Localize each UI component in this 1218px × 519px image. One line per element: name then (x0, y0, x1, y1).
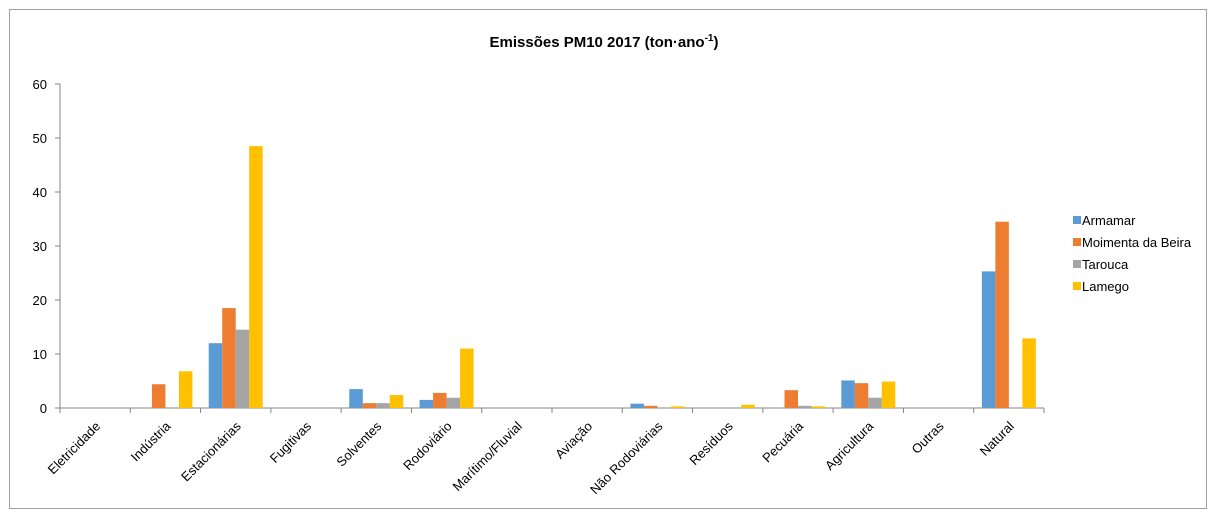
x-tick-label: Não Rodoviárias (587, 418, 666, 497)
bar (741, 404, 755, 408)
bar (222, 308, 236, 408)
bar (981, 271, 996, 408)
x-tick-label: Outras (908, 418, 947, 457)
bar (362, 403, 377, 408)
bar (995, 221, 1009, 408)
legend: Armamar Moimenta da Beira Tarouca Lamego (1073, 213, 1192, 294)
x-tick-label: Marítimo/Fluvial (449, 418, 525, 494)
y-tick-label: 20 (33, 293, 47, 308)
x-tick-label: Resíduos (686, 418, 736, 468)
x-tick-label: Pecuária (759, 418, 806, 465)
legend-swatch (1073, 282, 1081, 290)
bar (811, 406, 825, 408)
bar (433, 392, 447, 408)
bar (798, 405, 812, 408)
legend-swatch (1073, 216, 1081, 224)
x-tick-label: Aviação (552, 419, 595, 462)
bar (349, 389, 363, 408)
bar (419, 399, 434, 408)
y-tick-label: 60 (33, 77, 47, 92)
x-tick-label: Natural (977, 418, 1017, 458)
bar (446, 397, 461, 408)
y-axis: 0 10 20 30 40 50 60 (33, 77, 61, 416)
bars (151, 146, 1036, 408)
bar (178, 371, 193, 408)
bar (630, 403, 644, 408)
y-tick-label: 50 (33, 131, 47, 146)
y-tick-label: 0 (40, 401, 47, 416)
x-tick-label: Indústria (128, 418, 174, 464)
legend-swatch (1073, 238, 1081, 246)
x-tick-label: Estacionárias (178, 418, 244, 484)
bar (249, 146, 263, 408)
bar (460, 348, 474, 408)
bar (854, 383, 869, 408)
legend-label: Tarouca (1082, 257, 1129, 272)
bar (235, 329, 250, 408)
bar (643, 405, 658, 408)
bar (389, 395, 404, 408)
x-tick-label: Eletricidade (45, 419, 104, 478)
y-tick-label: 10 (33, 347, 47, 362)
x-tick-label: Solventes (333, 418, 384, 469)
legend-label: Moimenta da Beira (1082, 235, 1192, 250)
bar (868, 397, 882, 408)
chart-title: Emissões PM10 2017 (ton·ano-1) (490, 33, 719, 51)
x-tick-label: Rodoviário (400, 419, 455, 474)
legend-label: Armamar (1082, 213, 1136, 228)
y-tick-label: 40 (33, 185, 47, 200)
bar (1022, 338, 1036, 408)
x-tick-label: Fugitivas (267, 418, 315, 466)
bar (784, 390, 798, 408)
x-tick-label: Agricultura (822, 418, 877, 473)
bar (376, 403, 390, 408)
bar (151, 384, 166, 408)
bar (670, 406, 685, 408)
x-axis: Eletricidade Indústria Estacionárias Fugiti… (45, 407, 1045, 497)
legend-swatch (1073, 260, 1081, 268)
legend-label: Lamego (1082, 279, 1129, 294)
y-tick-label: 30 (33, 239, 47, 254)
bar (208, 343, 223, 408)
bar (881, 381, 896, 408)
bar (841, 380, 855, 408)
